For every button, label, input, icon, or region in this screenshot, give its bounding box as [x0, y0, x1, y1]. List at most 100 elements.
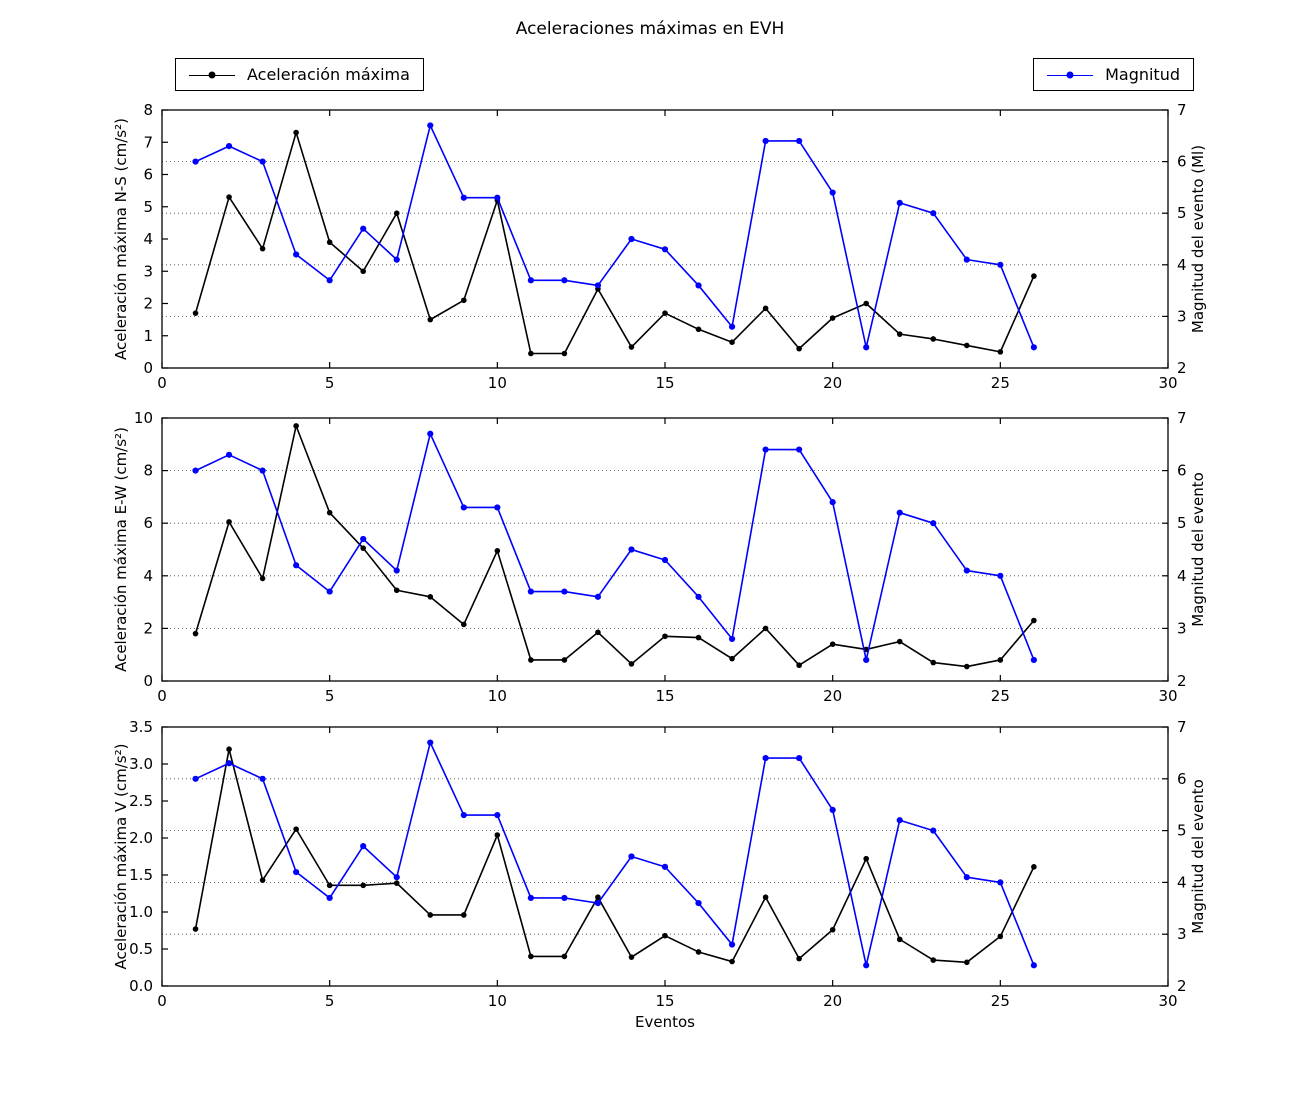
y-tick-label-left: 4 [143, 230, 153, 248]
magnitude-data-point [326, 894, 333, 902]
magnitude-data-point [192, 775, 199, 782]
magnitude-data-point [326, 588, 333, 595]
x-tick-label: 30 [1158, 687, 1177, 705]
magnitude-data-point [460, 504, 467, 511]
magnitude-data-point [930, 520, 937, 527]
x-tick-label: 15 [655, 992, 674, 1010]
magnitude-data-point [427, 739, 434, 746]
acceleration-data-point [360, 545, 367, 551]
legend-acceleration-label: Aceleración máxima [247, 65, 410, 84]
acceleration-data-point [326, 509, 333, 516]
acceleration-data-point [494, 548, 501, 554]
acceleration-data-point [729, 339, 735, 346]
magnitude-data-point [728, 941, 736, 948]
y-tick-label-left: 2.5 [129, 792, 153, 810]
y-tick-label-left: 3.5 [129, 718, 153, 736]
y-tick-label-left: 6 [143, 514, 153, 532]
acceleration-data-point [896, 638, 903, 645]
acceleration-data-point [628, 661, 635, 667]
magnitude-data-point [494, 504, 501, 511]
acceleration-data-point [293, 826, 299, 832]
acceleration-data-point [796, 955, 802, 962]
magnitude-data-point [896, 509, 903, 516]
acceleration-data-point [896, 936, 903, 943]
magnitude-data-point [360, 535, 367, 543]
y-axis-label-right: Magnitud del evento [1189, 779, 1207, 934]
acceleration-data-point [427, 316, 434, 323]
magnitude-data-point [695, 900, 702, 907]
magnitude-data-point [695, 282, 702, 289]
magnitude-data-point [863, 962, 870, 969]
y-tick-label-left: 4 [143, 567, 153, 585]
magnitude-data-point [863, 344, 870, 351]
magnitude-data-point [192, 158, 199, 165]
y-tick-label-left: 2 [143, 619, 153, 637]
y-tick-label-left: 0.0 [129, 977, 153, 995]
magnitude-data-point [594, 900, 602, 907]
acceleration-data-point [461, 297, 467, 304]
magnitude-data-point [661, 863, 669, 870]
acceleration-data-point [595, 629, 601, 636]
acceleration-data-point [427, 594, 434, 600]
magnitude-data-point [796, 137, 803, 145]
y-axis-label-right: Magnitud del evento [1189, 472, 1207, 627]
magnitude-data-point [796, 754, 803, 762]
acceleration-data-point [796, 345, 802, 352]
acceleration-data-point [393, 880, 400, 886]
magnitude-data-point [997, 261, 1004, 268]
x-tick-label: 10 [488, 992, 507, 1010]
acceleration-data-point [192, 630, 199, 637]
acceleration-data-point [964, 342, 970, 349]
acceleration-data-point [326, 239, 333, 246]
magnitude-data-point [997, 879, 1004, 886]
magnitude-data-point [963, 567, 970, 574]
acceleration-data-point [662, 932, 668, 939]
acceleration-data-point [662, 633, 668, 640]
y-tick-label-left: 8 [143, 462, 153, 480]
acceleration-line [194, 131, 1035, 355]
acceleration-data-point [461, 621, 467, 628]
acceleration-data-point [1031, 273, 1037, 279]
y-tick-label-right: 6 [1177, 770, 1187, 788]
magnitude-data-point [527, 277, 534, 284]
x-tick-label: 5 [325, 992, 335, 1010]
y-tick-label-right: 3 [1177, 307, 1187, 325]
magnitude-data-point [360, 225, 367, 232]
acceleration-data-point [528, 953, 534, 960]
acceleration-data-point [930, 336, 937, 342]
acceleration-data-point [729, 958, 735, 965]
acceleration-data-point [964, 959, 970, 966]
y-tick-label-left: 0.5 [129, 940, 153, 958]
magnitude-data-point [896, 817, 903, 824]
acceleration-data-point [997, 657, 1004, 663]
acceleration-data-point [896, 331, 903, 337]
magnitude-data-point [762, 446, 769, 453]
x-tick-label: 10 [488, 374, 507, 392]
magnitude-data-point [427, 122, 434, 129]
y-tick-label-left: 0 [143, 672, 153, 690]
magnitude-data-point [225, 143, 233, 150]
acceleration-data-point [829, 641, 836, 647]
x-tick-label: 5 [325, 687, 335, 705]
magnitude-data-point [192, 467, 199, 474]
acceleration-line [194, 425, 1035, 668]
y-tick-label-right: 2 [1177, 359, 1187, 377]
acceleration-data-point [662, 310, 668, 316]
magnitude-data-point [259, 158, 266, 165]
x-tick-label: 10 [488, 687, 507, 705]
acceleration-data-point [393, 210, 400, 216]
magnitude-data-point [460, 811, 467, 819]
magnitude-data-point [259, 775, 266, 782]
magnitude-data-point [427, 430, 434, 437]
acceleration-data-point [360, 882, 367, 889]
y-tick-label-left: 3.0 [129, 755, 153, 773]
acceleration-data-point [561, 953, 568, 960]
acceleration-data-point [293, 423, 299, 429]
legend-magnitude-label: Magnitud [1105, 65, 1180, 84]
y-tick-label-right: 4 [1177, 873, 1187, 891]
magnitude-line [195, 124, 1035, 349]
magnitude-data-point [393, 874, 400, 881]
magnitude-data-point [225, 451, 233, 458]
acceleration-data-point [360, 268, 367, 275]
acceleration-data-point [326, 882, 333, 889]
